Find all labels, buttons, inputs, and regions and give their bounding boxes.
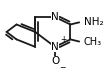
Text: O: O — [51, 56, 59, 66]
Text: N: N — [51, 42, 59, 52]
Text: N: N — [51, 12, 59, 22]
Text: CH₃: CH₃ — [84, 37, 102, 47]
Text: −: − — [59, 64, 66, 73]
Text: +: + — [61, 35, 67, 44]
Text: NH₂: NH₂ — [84, 17, 103, 27]
